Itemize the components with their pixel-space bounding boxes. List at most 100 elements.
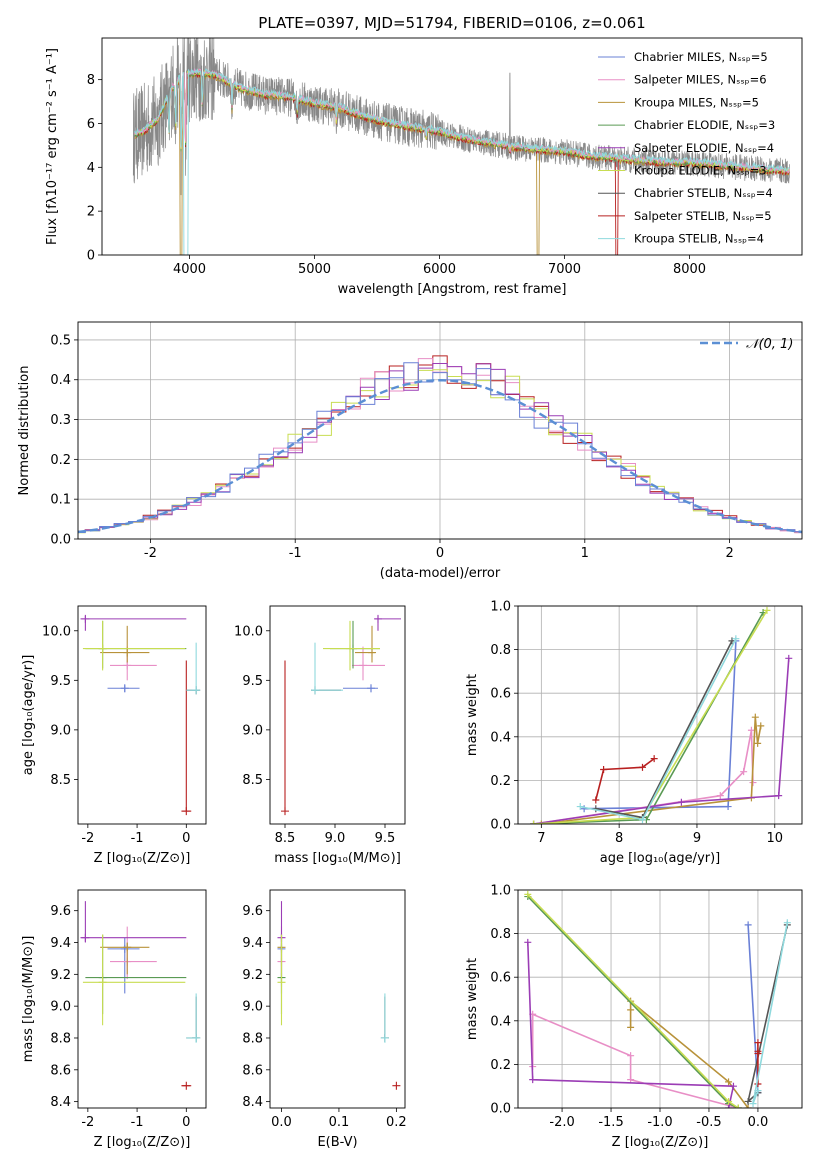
x-axis-label: Z [log₁₀(Z/Z⊙)] xyxy=(94,1135,191,1150)
y-tick-label: 0.6 xyxy=(490,687,511,702)
y-tick-label: 0.6 xyxy=(490,971,511,986)
y-tick-label: 0.4 xyxy=(50,373,71,388)
x-axis-label: Z [log₁₀(Z/Z⊙)] xyxy=(94,851,191,866)
point-salpeter_miles xyxy=(359,661,367,670)
point-kroupa_miles xyxy=(123,648,132,657)
point-kroupa_stelib xyxy=(192,1033,201,1042)
point-salpeter_elodie xyxy=(81,614,90,623)
axes-frame xyxy=(77,605,207,825)
normal-curve xyxy=(77,378,803,534)
sfh-point-kroupa_stelib xyxy=(754,1087,762,1095)
legend-entry: Kroupa ELODIE, Nₛₛₚ=3 xyxy=(634,164,767,178)
sfh-point-kroupa_miles xyxy=(627,1006,635,1014)
x-tick-label: -2.0 xyxy=(549,1115,574,1130)
sfh-point-kroupa_miles xyxy=(537,820,545,824)
sfh-point-kroupa_elodie xyxy=(530,820,538,824)
sfh-point-kroupa_miles xyxy=(757,722,765,730)
y-tick-label: 0.3 xyxy=(50,413,71,428)
sfh-point-kroupa_miles xyxy=(754,739,762,747)
x-tick-label: 9.0 xyxy=(325,831,346,846)
y-tick-label: 8.8 xyxy=(50,1031,71,1046)
y-tick-label: 8.5 xyxy=(242,773,263,788)
x-tick-label: 8.5 xyxy=(275,831,296,846)
legend-entry: Kroupa MILES, Nₛₛₚ=5 xyxy=(634,95,759,109)
x-axis-label: age [log₁₀(age/yr)] xyxy=(600,851,721,866)
point-salpeter_stelib xyxy=(281,807,289,816)
sfh-point-kroupa_elodie xyxy=(734,1104,742,1108)
x-tick-label: 6000 xyxy=(423,262,456,277)
x-tick-label: -1 xyxy=(131,831,144,846)
axes-frame xyxy=(77,889,207,1109)
x-tick-label: -2 xyxy=(81,831,94,846)
point-kroupa_stelib xyxy=(192,686,201,695)
point-chabrier_miles xyxy=(120,684,129,693)
sfh-point-kroupa_miles xyxy=(744,1104,752,1108)
point-kroupa_elodie xyxy=(98,644,107,653)
sfh-point-salpeter_miles xyxy=(747,726,755,734)
x-tick-label: 8 xyxy=(615,831,623,846)
x-tick-label: 0.1 xyxy=(329,1115,350,1130)
sfh-point-kroupa_stelib xyxy=(783,919,791,927)
y-tick-label: 0.4 xyxy=(490,730,511,745)
y-tick-label: 0.4 xyxy=(490,1014,511,1029)
x-tick-label: 10 xyxy=(766,831,783,846)
sfh-line-salpeter_stelib xyxy=(595,757,655,801)
x-tick-label: 2 xyxy=(725,546,733,561)
point-salpeter_elodie xyxy=(374,614,382,623)
x-tick-label: -1.5 xyxy=(598,1115,623,1130)
x-axis-label: mass [log₁₀(M/M⊙)] xyxy=(274,851,401,866)
x-axis-label: E(B-V) xyxy=(317,1135,357,1150)
legend-entry: Chabrier MILES, Nₛₛₚ=5 xyxy=(634,50,768,64)
y-tick-label: 0.5 xyxy=(50,333,71,348)
model-fit-kroupa_stelib xyxy=(134,67,790,255)
point-kroupa_miles xyxy=(368,648,376,657)
sfh-point-salpeter_miles xyxy=(716,792,724,800)
y-tick-label: 9.2 xyxy=(242,968,263,983)
sfh-point-kroupa_elodie xyxy=(524,890,532,898)
sfh-point-salpeter_stelib xyxy=(754,1039,762,1047)
y-tick-label: 8 xyxy=(87,73,95,88)
point-kroupa_elodie xyxy=(98,978,107,987)
sfh-point-kroupa_miles xyxy=(751,713,759,721)
x-tick-label: -1 xyxy=(289,546,302,561)
legend-entry: Salpeter STELIB, Nₛₛₚ=5 xyxy=(634,209,772,223)
x-tick-label: 8000 xyxy=(673,262,706,277)
x-tick-label: 9 xyxy=(693,831,701,846)
residual-histogram-chabrier_miles xyxy=(78,362,802,533)
sfh-line-salpeter_miles xyxy=(533,730,754,824)
point-kroupa_stelib xyxy=(380,1033,389,1042)
y-tick-label: 0 xyxy=(87,249,95,264)
sfh-point-salpeter_elodie xyxy=(785,654,793,662)
y-tick-label: 0.8 xyxy=(490,927,511,942)
x-tick-label: 0.2 xyxy=(386,1115,407,1130)
y-tick-label: 9.5 xyxy=(50,674,71,689)
sfh-point-salpeter_stelib xyxy=(650,755,658,763)
sfh-line-salpeter_elodie xyxy=(527,942,735,1108)
x-tick-label: 9.5 xyxy=(375,831,396,846)
y-tick-label: 8.4 xyxy=(50,1095,71,1110)
y-tick-label: 0.2 xyxy=(490,1058,511,1073)
legend-entry: Salpeter ELODIE, Nₛₛₚ=4 xyxy=(634,141,774,155)
y-axis-label: age [log₁₀(age/yr)] xyxy=(21,655,36,776)
y-tick-label: 9.2 xyxy=(50,968,71,983)
x-tick-label: -0.5 xyxy=(696,1115,721,1130)
axes-frame xyxy=(269,605,406,825)
x-tick-label: 7 xyxy=(537,831,545,846)
y-tick-label: 9.0 xyxy=(242,723,263,738)
point-salpeter_stelib xyxy=(392,1081,401,1090)
y-axis-label: mass weight xyxy=(465,958,480,1040)
y-tick-label: 8.5 xyxy=(50,773,71,788)
sfh-point-kroupa_elodie xyxy=(763,606,771,614)
y-tick-label: 9.4 xyxy=(50,936,71,951)
sfh-point-salpeter_miles xyxy=(740,768,748,776)
y-tick-label: 9.6 xyxy=(50,904,71,919)
y-axis-label: Flux [fλ10⁻¹⁷ erg cm⁻² s⁻¹ A⁻¹] xyxy=(45,48,60,245)
point-salpeter_elodie xyxy=(81,933,90,942)
sfh-line-kroupa_miles xyxy=(629,999,749,1108)
sfh-point-chabrier_miles xyxy=(744,921,752,929)
y-tick-label: 8.4 xyxy=(242,1095,263,1110)
legend-entry: Salpeter MILES, Nₛₛₚ=6 xyxy=(634,73,767,87)
y-tick-label: 8.6 xyxy=(50,1063,71,1078)
data-spectrum xyxy=(132,38,790,196)
x-tick-label: 0 xyxy=(182,1115,190,1130)
